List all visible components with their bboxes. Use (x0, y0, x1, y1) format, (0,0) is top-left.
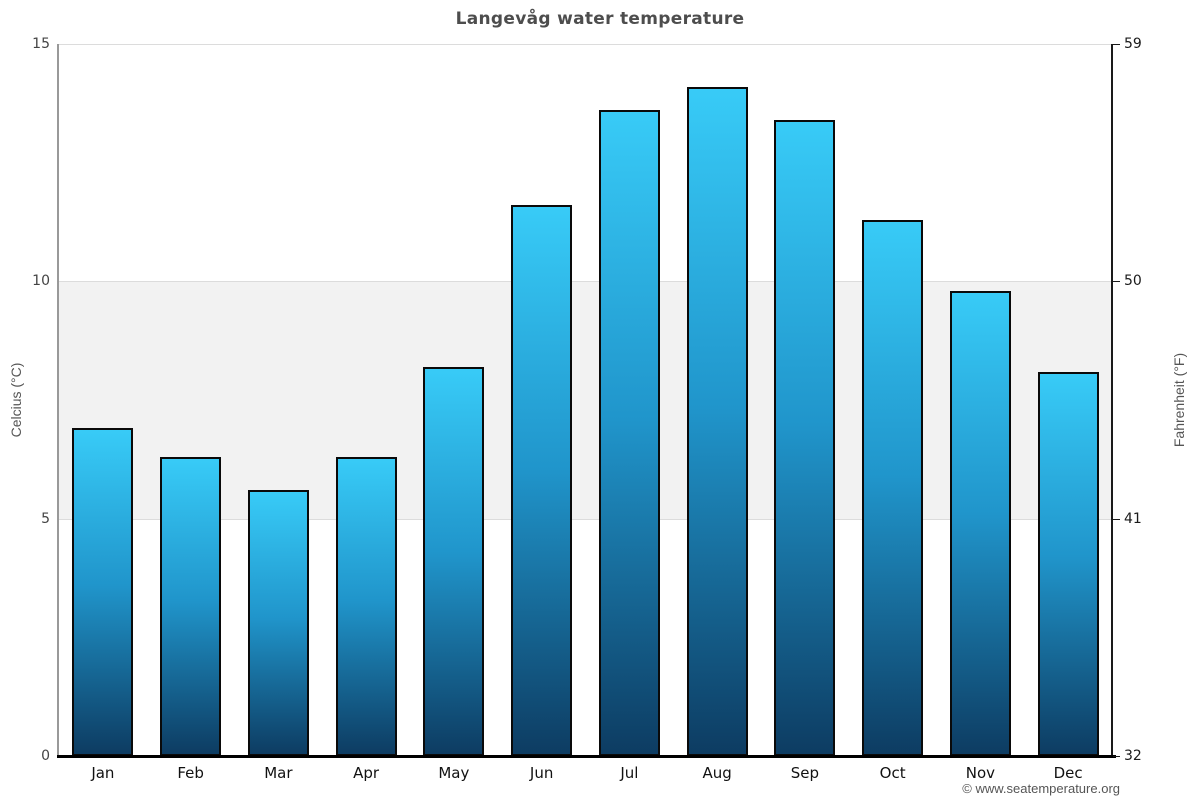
y-axis-label-celsius: Celcius (°C) (8, 362, 24, 438)
y-tick-mark-right-32 (1113, 756, 1120, 757)
x-tick-sep: Sep (790, 764, 820, 782)
bar-dec (1037, 372, 1099, 756)
y-axis-label-fahrenheit: Fahrenheit (°F) (1171, 352, 1187, 448)
x-tick-feb: Feb (177, 764, 204, 782)
bar-feb (160, 457, 222, 756)
gridline-5 (59, 519, 1112, 520)
bar-sep (774, 120, 836, 756)
y-tick-left-10: 10 (32, 273, 50, 290)
gridline-10 (59, 281, 1112, 282)
x-tick-dec: Dec (1053, 764, 1083, 782)
y-tick-right-32: 32 (1124, 748, 1142, 764)
x-tick-may: May (438, 764, 470, 782)
watermark: © www.seatemperature.org (962, 781, 1120, 796)
gridline-15 (59, 44, 1112, 45)
x-tick-mar: Mar (264, 764, 293, 782)
y-axis-left-line (57, 44, 59, 756)
y-tick-left-0: 0 (41, 748, 50, 764)
y-tick-right-50: 50 (1124, 273, 1142, 290)
bar-mar (247, 490, 309, 756)
x-axis-baseline (57, 755, 1116, 758)
shaded-band-5-10 (59, 281, 1112, 519)
bar-apr (335, 457, 397, 756)
bar-nov (949, 291, 1011, 756)
bar-jul (598, 110, 660, 756)
x-tick-apr: Apr (353, 764, 380, 782)
y-tick-right-59: 59 (1124, 36, 1142, 52)
y-tick-mark-right-59 (1113, 44, 1120, 45)
x-tick-jan: Jan (91, 764, 115, 782)
bar-may (423, 367, 485, 756)
y-tick-mark-right-50 (1113, 281, 1120, 282)
y-tick-left-5: 5 (41, 510, 50, 527)
bar-aug (686, 87, 748, 756)
x-tick-aug: Aug (702, 764, 732, 782)
bar-jan (72, 428, 134, 756)
y-tick-left-15: 15 (32, 36, 50, 52)
x-tick-jun: Jun (529, 764, 554, 782)
y-axis-right-line (1111, 44, 1113, 756)
x-tick-oct: Oct (879, 764, 906, 782)
x-tick-nov: Nov (965, 764, 996, 782)
bar-jun (511, 205, 573, 756)
plot-area (59, 44, 1112, 756)
x-tick-jul: Jul (620, 764, 639, 782)
y-tick-mark-right-41 (1113, 519, 1120, 520)
chart-title: Langevåg water temperature (455, 9, 745, 29)
y-tick-right-41: 41 (1124, 510, 1142, 527)
bar-oct (862, 220, 924, 756)
